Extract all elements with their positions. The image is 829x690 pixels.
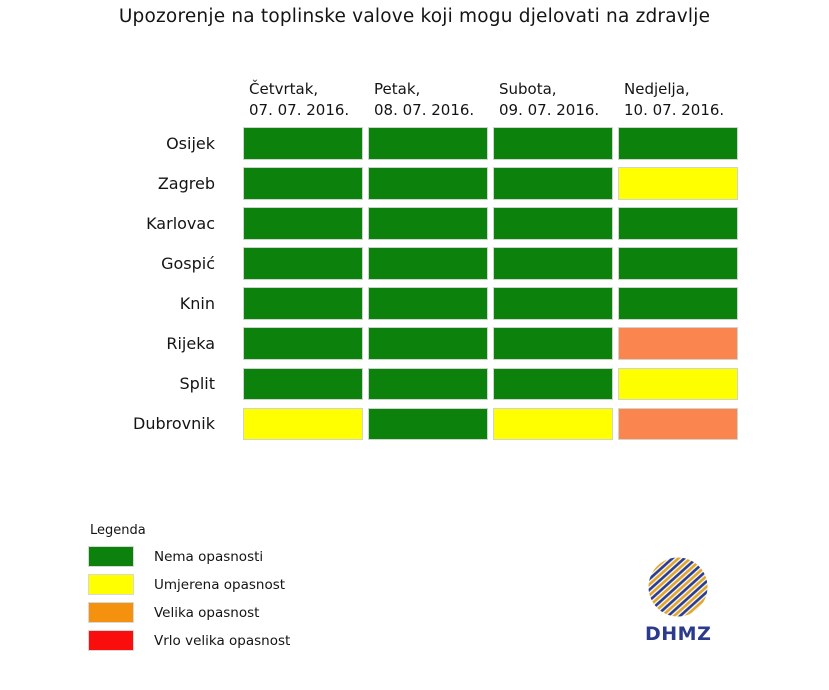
legend-label: Vrlo velika opasnost	[154, 632, 291, 649]
city-row: Karlovac	[0, 207, 738, 240]
warning-cell-none	[368, 167, 488, 200]
city-row: Osijek	[0, 127, 738, 160]
warning-cell-none	[493, 167, 613, 200]
legend: Legenda Nema opasnosti Umjerena opasnost V…	[88, 523, 290, 658]
city-label: Split	[179, 374, 215, 394]
city-row: Knin	[0, 287, 738, 320]
warning-cell-none	[493, 127, 613, 160]
city-label: Knin	[179, 294, 215, 314]
grid-rows: Osijek Zagreb Karlovac Gospić Knin Rijeka Spli…	[0, 127, 738, 448]
warning-cell-none	[243, 367, 363, 401]
city-label: Karlovac	[146, 213, 215, 233]
warning-cell-none	[243, 287, 363, 320]
city-label: Gospić	[161, 254, 215, 274]
legend-label: Nema opasnosti	[154, 548, 264, 565]
city-label: Zagreb	[157, 173, 215, 193]
warning-cell-none	[243, 167, 363, 200]
chart-title: Upozorenje na toplinske valove koji mogu…	[118, 6, 711, 27]
dhmz-logo: DHMZ	[645, 556, 711, 645]
legend-item: Vrlo velika opasnost	[88, 630, 290, 651]
warning-cell-none	[493, 207, 613, 240]
city-row: Gospić	[0, 247, 738, 280]
warning-cell-none	[368, 247, 488, 280]
warning-cell-none	[618, 247, 738, 280]
warning-cell-none	[243, 127, 363, 160]
city-row: Zagreb	[0, 167, 738, 200]
warning-cell-none	[368, 207, 488, 240]
warning-cell-none	[618, 287, 738, 320]
warning-cell-moderate	[493, 407, 613, 441]
city-row: Dubrovnik	[0, 407, 738, 441]
warning-cell-none	[243, 327, 363, 360]
legend-swatch	[88, 546, 134, 567]
dhmz-logo-text: DHMZ	[645, 623, 712, 645]
warning-cell-none	[618, 127, 738, 160]
warning-cell-high	[618, 407, 738, 441]
warning-cell-moderate	[243, 407, 363, 441]
legend-items: Nema opasnosti Umjerena opasnost Velika op…	[88, 546, 290, 651]
day-header: Petak, 08. 07. 2016.	[374, 80, 475, 119]
warning-cell-none	[368, 407, 488, 441]
legend-swatch	[88, 602, 134, 623]
day-header: Nedjelja, 10. 07. 2016.	[624, 80, 725, 119]
city-row: Rijeka	[0, 327, 738, 360]
warning-cell-none	[243, 207, 363, 240]
legend-title: Legenda	[90, 523, 146, 538]
warning-cell-none	[618, 207, 738, 240]
city-label: Rijeka	[166, 334, 215, 354]
legend-item: Velika opasnost	[88, 602, 290, 623]
legend-swatch	[88, 630, 134, 651]
warning-cell-none	[493, 367, 613, 401]
warning-cell-none	[493, 327, 613, 360]
warning-cell-none	[368, 327, 488, 360]
warning-cell-none	[368, 287, 488, 320]
dhmz-globe-icon	[648, 557, 708, 617]
legend-item: Nema opasnosti	[88, 546, 290, 567]
day-header: Četvrtak, 07. 07. 2016.	[249, 80, 350, 119]
legend-label: Umjerena opasnost	[154, 576, 286, 593]
warning-cell-none	[368, 367, 488, 401]
legend-swatch	[88, 574, 134, 595]
legend-item: Umjerena opasnost	[88, 574, 290, 595]
warning-cell-none	[368, 127, 488, 160]
warning-cell-high	[618, 327, 738, 360]
legend-label: Velika opasnost	[154, 604, 260, 621]
warning-cell-none	[493, 247, 613, 280]
warning-cell-moderate	[618, 167, 738, 200]
day-headers: Četvrtak, 07. 07. 2016. Petak, 08. 07. 2016…	[243, 79, 743, 121]
city-label: Osijek	[166, 133, 215, 153]
city-row: Split	[0, 367, 738, 401]
day-header: Subota, 09. 07. 2016.	[499, 80, 600, 119]
warning-cell-none	[493, 287, 613, 320]
warning-cell-none	[243, 247, 363, 280]
warning-cell-moderate	[618, 367, 738, 401]
city-label: Dubrovnik	[133, 414, 215, 434]
